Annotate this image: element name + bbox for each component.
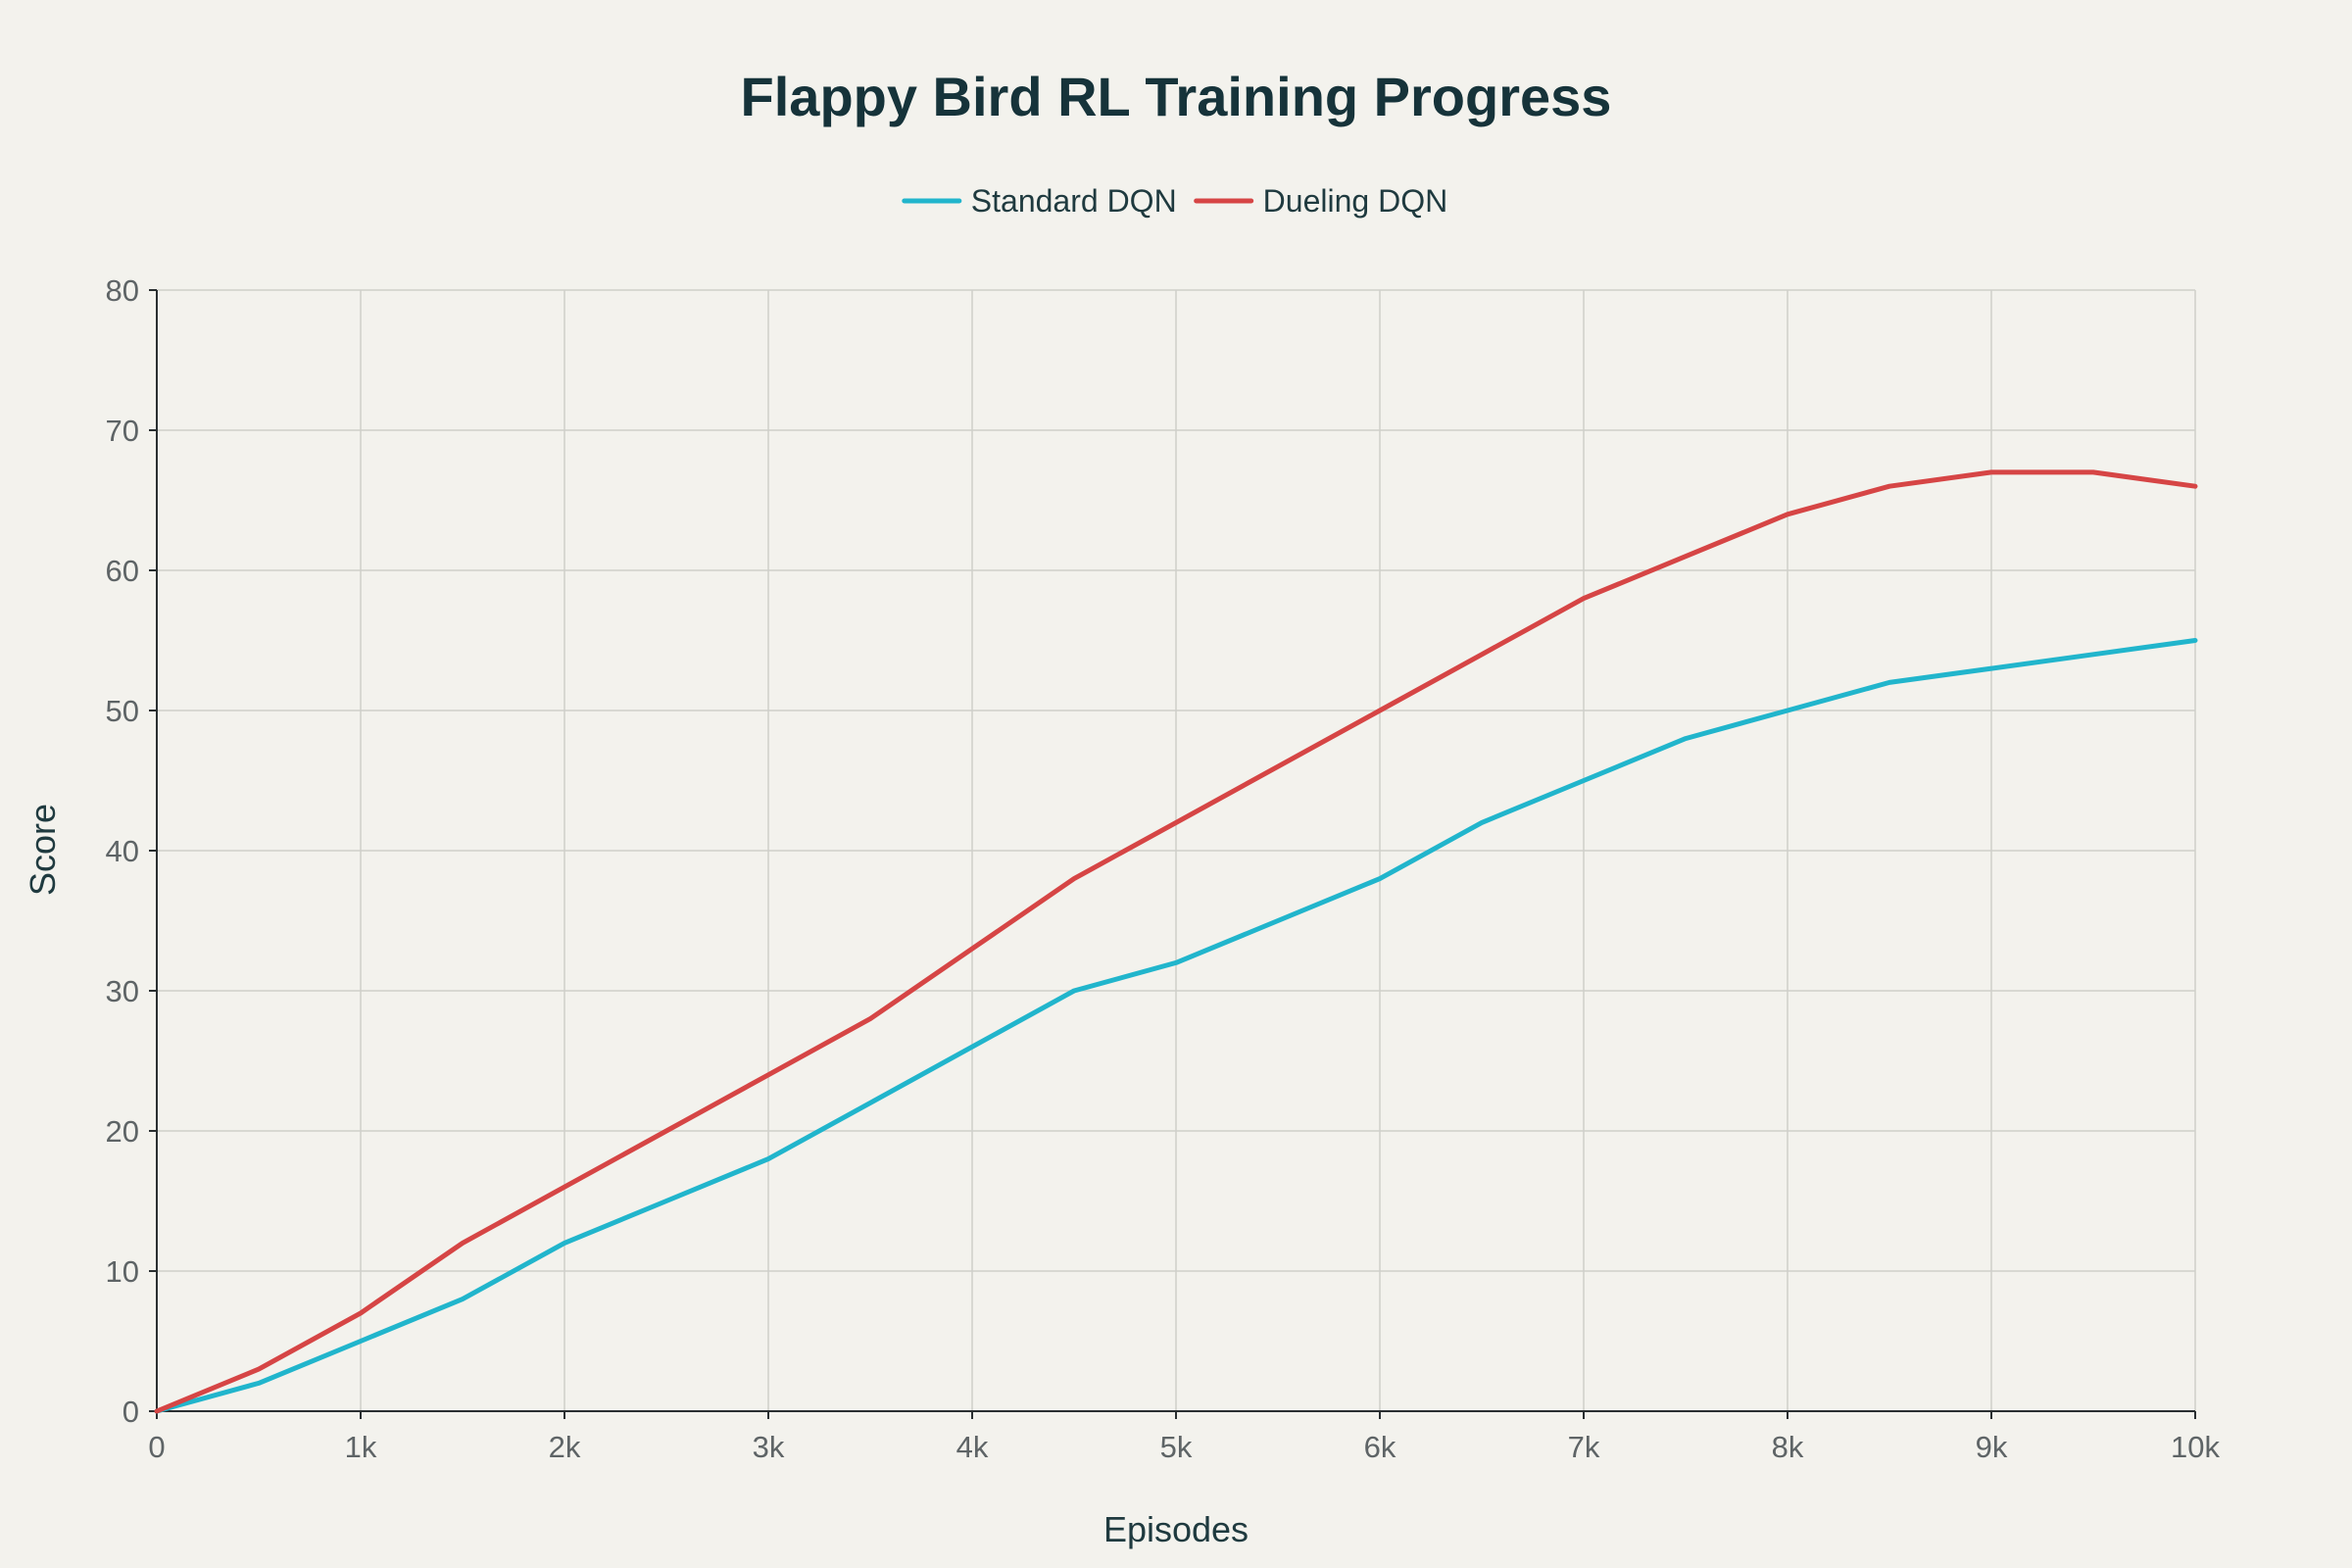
y-tick-label: 60 [106, 554, 139, 588]
legend-item-dueling-dqn: Dueling DQN [1194, 183, 1448, 219]
y-tick-label: 50 [106, 694, 139, 728]
x-tick-label: 7k [1568, 1430, 1600, 1464]
y-tick-label: 30 [106, 974, 139, 1008]
legend-label: Standard DQN [971, 183, 1177, 219]
chart-title: Flappy Bird RL Training Progress [741, 66, 1612, 127]
legend-label: Dueling DQN [1263, 183, 1448, 219]
x-tick-label: 5k [1160, 1430, 1193, 1464]
x-tick-label: 9k [1976, 1430, 2008, 1464]
legend-item-standard-dqn: Standard DQN [902, 183, 1177, 219]
y-tick-label: 20 [106, 1114, 139, 1149]
y-tick-label: 80 [106, 273, 139, 308]
x-tick-label: 1k [345, 1430, 377, 1464]
series-line-dueling-dqn [154, 469, 2198, 1414]
y-tick-label: 10 [106, 1254, 139, 1289]
x-tick-label: 4k [956, 1430, 989, 1464]
y-tick-label: 0 [122, 1395, 139, 1429]
y-axis-title: Score [23, 804, 63, 896]
series-lines [154, 469, 2198, 1414]
grid-lines [157, 289, 2196, 1411]
x-tick-label: 0 [148, 1430, 165, 1464]
y-axis-ticks: 0 10 20 30 40 50 60 70 80 [106, 273, 157, 1429]
x-tick-label: 6k [1364, 1430, 1396, 1464]
x-tick-label: 10k [2171, 1430, 2220, 1464]
series-line-standard-dqn [154, 638, 2198, 1414]
y-tick-label: 70 [106, 414, 139, 448]
y-tick-label: 40 [106, 834, 139, 868]
x-axis-ticks: 0 1k 2k 3k 4k 5k 6k 7k 8k 9k 10k [148, 1411, 2220, 1464]
x-tick-label: 2k [549, 1430, 581, 1464]
x-tick-label: 3k [753, 1430, 785, 1464]
legend: Standard DQN Dueling DQN [902, 183, 1448, 219]
x-tick-label: 8k [1772, 1430, 1804, 1464]
x-axis-title: Episodes [1103, 1509, 1249, 1549]
